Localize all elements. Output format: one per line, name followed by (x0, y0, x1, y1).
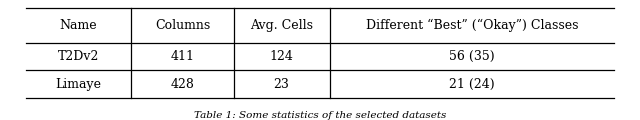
Text: 411: 411 (170, 50, 195, 63)
Text: Limaye: Limaye (56, 78, 101, 91)
Text: T2Dv2: T2Dv2 (58, 50, 99, 63)
Text: Columns: Columns (155, 19, 210, 32)
Text: Table 1: Some statistics of the selected datasets: Table 1: Some statistics of the selected… (194, 111, 446, 120)
Text: 56 (35): 56 (35) (449, 50, 495, 63)
Text: 23: 23 (274, 78, 289, 91)
Text: Different “Best” (“Okay”) Classes: Different “Best” (“Okay”) Classes (365, 19, 579, 32)
Text: 124: 124 (269, 50, 294, 63)
Text: Avg. Cells: Avg. Cells (250, 19, 313, 32)
Text: Name: Name (60, 19, 97, 32)
Text: 428: 428 (170, 78, 195, 91)
Text: 21 (24): 21 (24) (449, 78, 495, 91)
